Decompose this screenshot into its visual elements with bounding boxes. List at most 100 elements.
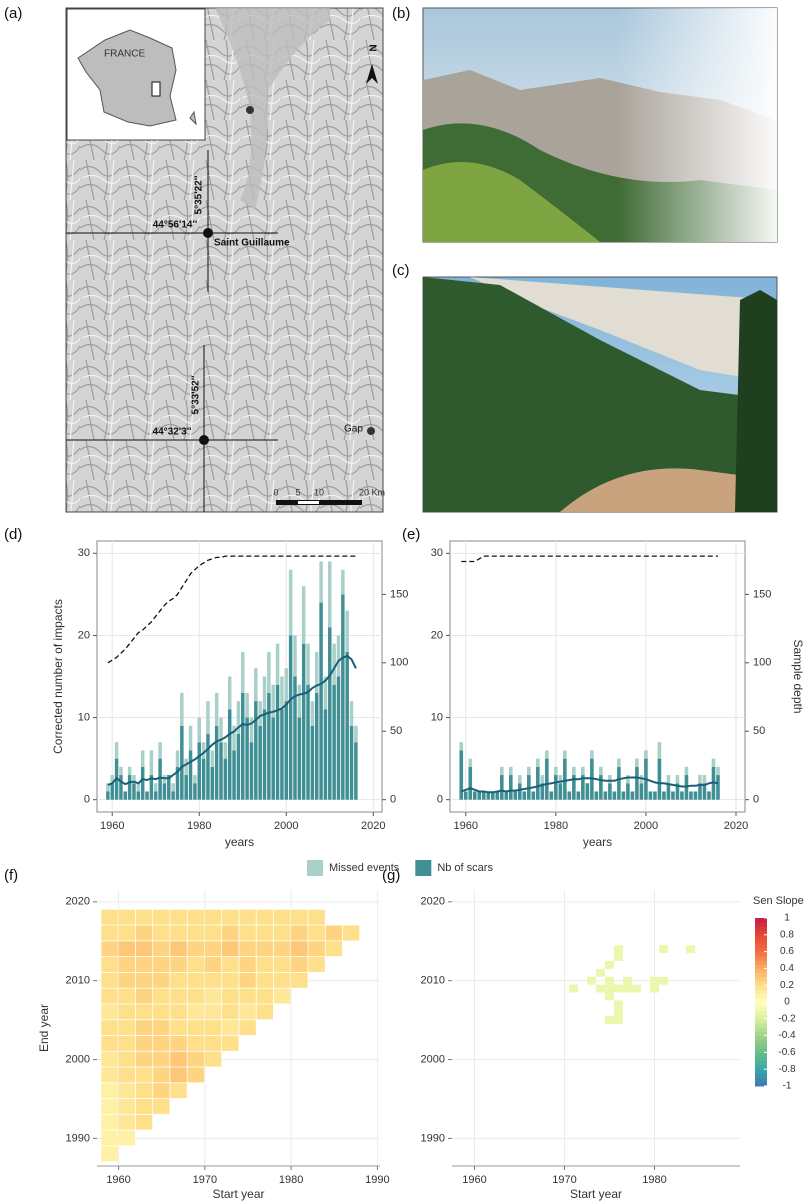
heat-cell <box>256 972 274 988</box>
bar <box>666 783 671 800</box>
y2-tick-label: 150 <box>753 588 771 600</box>
heat-cell <box>118 1083 136 1099</box>
colorbar-segment <box>755 926 767 932</box>
bar <box>490 791 495 800</box>
bar <box>617 766 621 800</box>
bar <box>271 684 275 718</box>
bar <box>635 758 639 767</box>
x-tick-label: 2000 <box>634 820 658 832</box>
bar <box>558 783 563 800</box>
y-tick-label: 1990 <box>66 1132 90 1144</box>
y-tick-label: 20 <box>431 629 443 641</box>
bar <box>188 725 193 751</box>
heat-cell <box>153 1004 170 1020</box>
heat-cell <box>170 925 187 941</box>
heat-cell <box>135 957 153 972</box>
heat-cell <box>118 941 136 957</box>
bar <box>154 783 158 792</box>
bar <box>581 766 585 776</box>
heat-cell <box>239 1004 256 1020</box>
heat-cell <box>170 1020 187 1036</box>
heat-cell <box>291 909 308 925</box>
bar <box>698 783 702 800</box>
colorbar-segment <box>755 981 767 986</box>
bar <box>219 717 223 743</box>
bar <box>648 791 653 800</box>
site-point <box>199 435 209 445</box>
bar <box>644 750 648 759</box>
heat-cell <box>135 972 153 988</box>
bar <box>167 775 171 800</box>
heat-cell <box>118 1114 136 1130</box>
heat-cell <box>614 1008 623 1017</box>
panel-label: (b) <box>392 5 410 22</box>
bar <box>241 651 245 693</box>
legend-swatch <box>307 860 323 876</box>
colorbar-segment <box>755 989 767 995</box>
bar <box>110 783 114 800</box>
colorbar-segment <box>755 964 767 969</box>
bar <box>341 569 345 595</box>
bar <box>127 775 132 800</box>
y-tick-label: 20 <box>78 629 90 641</box>
cliff <box>470 277 777 380</box>
bar <box>513 791 518 800</box>
heat-cell <box>101 941 118 957</box>
scale-label: 5 <box>295 487 300 497</box>
heat-cell <box>222 925 239 941</box>
bar <box>522 791 527 800</box>
heat-cell <box>153 1083 170 1099</box>
bar <box>536 766 540 800</box>
bar <box>572 775 576 800</box>
scale-label: 20 Km <box>359 487 385 497</box>
heat-cell <box>222 957 239 972</box>
bar <box>608 775 612 784</box>
heat-cell <box>101 988 118 1004</box>
bar <box>341 594 345 800</box>
bar <box>468 758 473 767</box>
colorbar-segment <box>755 1018 767 1024</box>
heat-cell <box>101 925 118 941</box>
bar <box>206 701 210 734</box>
bar <box>158 742 162 759</box>
bar <box>106 783 110 792</box>
bar <box>227 676 232 710</box>
heat-cell <box>256 909 274 925</box>
bar <box>301 643 306 800</box>
colorbar-segment <box>755 1039 767 1045</box>
bar <box>275 684 280 800</box>
y2-tick-label: 150 <box>390 588 408 600</box>
bar <box>288 569 293 636</box>
heat-cell <box>135 941 153 957</box>
heat-cell <box>308 941 325 957</box>
heat-cell <box>187 972 205 988</box>
bar <box>563 750 567 759</box>
heat-cell <box>170 988 187 1004</box>
bar <box>258 701 262 726</box>
bar <box>702 775 707 784</box>
heat-cell <box>153 1098 170 1114</box>
heat-cell <box>256 957 274 972</box>
colorbar-tick-label: 0.4 <box>780 963 794 974</box>
y2-tick-label: 100 <box>753 657 771 669</box>
colorbar-segment <box>755 922 767 927</box>
bar <box>680 791 684 800</box>
colorbar-tick-label: -1 <box>783 1081 792 1092</box>
heat-cell <box>273 988 291 1004</box>
legend-label: Missed events <box>329 862 400 874</box>
bar <box>254 701 258 800</box>
north-arrow <box>366 64 378 84</box>
bar <box>214 725 219 800</box>
bar <box>214 692 219 726</box>
heat-cell <box>256 1004 274 1020</box>
map-panel: (a) FRANCE N 44°56'14'' 5°35'22'' Saint … <box>4 5 385 513</box>
bar <box>684 766 689 776</box>
y-axis-title: End year <box>37 1004 51 1052</box>
bar <box>288 635 293 800</box>
bar <box>702 783 707 800</box>
heat-cell <box>187 1035 205 1051</box>
y-tick-label: 30 <box>431 547 443 559</box>
x-tick-label: 1960 <box>106 1174 130 1186</box>
colorbar-segment <box>755 1065 767 1070</box>
